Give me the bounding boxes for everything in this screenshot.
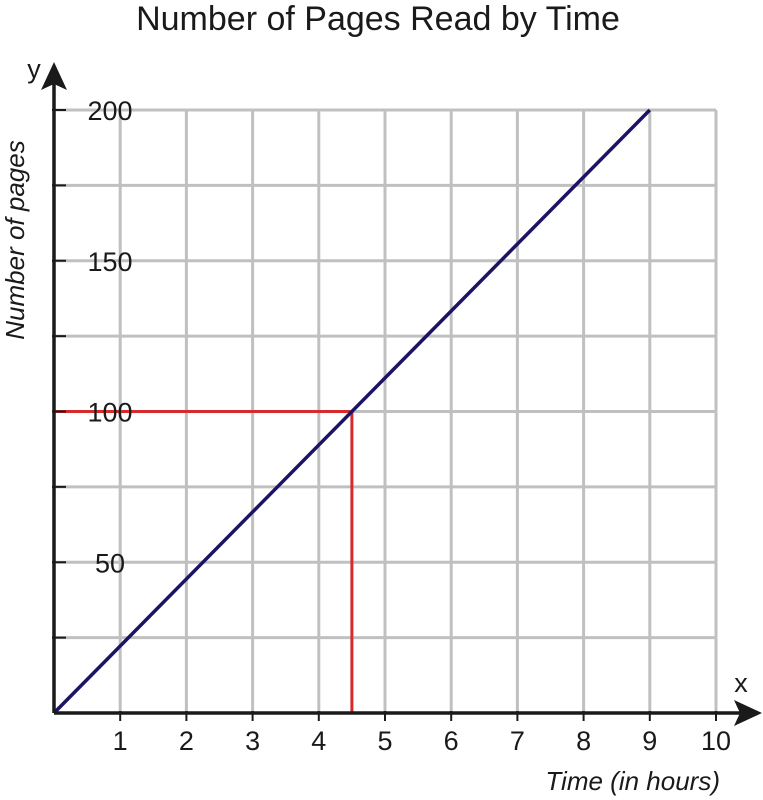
x-tick-label: 7 [510,726,525,756]
tick-labels: 1 2 3 4 5 6 7 8 9 10 50 100 150 200 [87,96,731,756]
axes [41,62,762,726]
x-tick-label: 8 [576,726,591,756]
y-axis-letter: y [27,54,41,84]
y-tick-label: 200 [87,96,132,126]
series-line [52,108,652,715]
y-axis-arrow-icon [41,62,67,90]
y-tick-label: 100 [87,398,132,428]
x-axis-letter: x [734,668,748,698]
x-tick-label: 4 [311,726,326,756]
y-axis-title: Number of pages [0,140,30,339]
x-tick-label: 5 [377,726,392,756]
chart-title: Number of Pages Read by Time [136,0,620,38]
grid [54,108,718,713]
x-tick-label: 2 [179,726,194,756]
x-tick-label: 9 [642,726,657,756]
x-tick-label: 10 [701,726,731,756]
series-group [52,108,652,715]
highlight-guides [54,410,354,713]
x-tick-label: 6 [444,726,459,756]
x-tick-label: 3 [245,726,260,756]
y-tick-label: 150 [87,247,132,277]
y-tick-label: 50 [95,548,125,578]
x-axis-arrow-icon [734,700,762,726]
x-tick-label: 1 [113,726,128,756]
x-axis-title: Time (in hours) [545,766,720,796]
